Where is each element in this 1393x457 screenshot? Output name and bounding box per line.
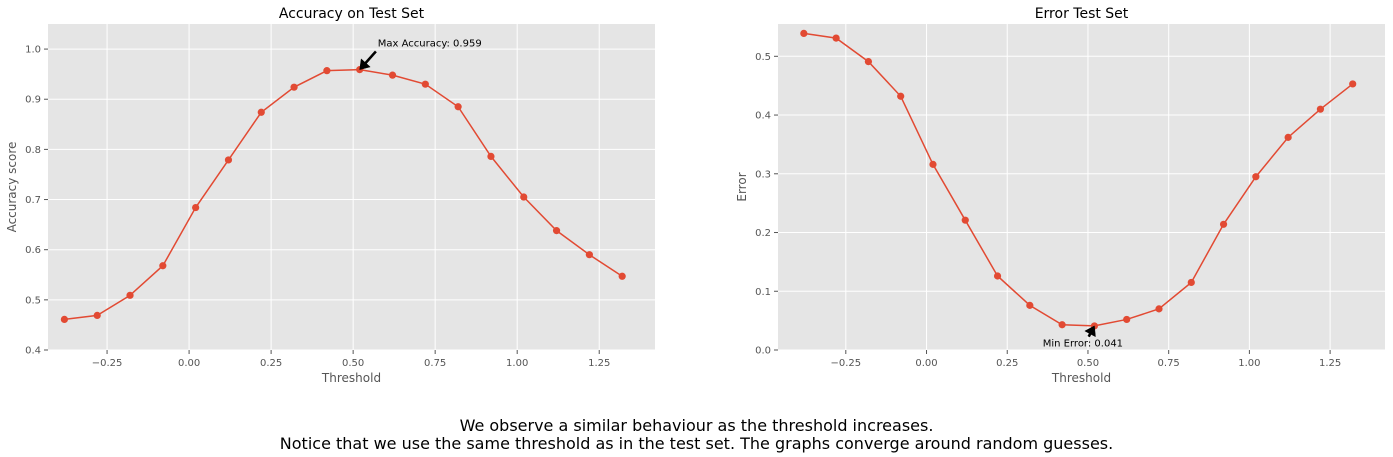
- data-point: [961, 216, 969, 224]
- data-point: [159, 262, 167, 270]
- data-point: [1219, 220, 1228, 228]
- data-point: [290, 83, 298, 91]
- data-point: [1187, 278, 1195, 287]
- data-point: [993, 272, 1002, 280]
- data-point: [1058, 321, 1066, 329]
- plot-background: [48, 24, 655, 350]
- data-point: [800, 29, 808, 37]
- x-tick-label: 0.00: [915, 358, 937, 369]
- x-axis-label: Threshold: [321, 371, 381, 385]
- data-point: [520, 193, 528, 201]
- data-point: [60, 315, 69, 324]
- annotation-label: Min Error: 0.041: [1043, 338, 1123, 349]
- data-point: [224, 156, 233, 164]
- y-tick-label: 0.6: [25, 245, 41, 256]
- data-point: [388, 71, 397, 79]
- data-point: [585, 251, 593, 259]
- y-tick-label: 0.0: [755, 346, 771, 357]
- x-tick-label: 1.00: [506, 358, 528, 369]
- y-tick-label: 0.5: [25, 295, 41, 306]
- y-tick-label: 0.5: [755, 52, 771, 63]
- x-axis-label: Threshold: [1051, 371, 1111, 385]
- x-tick-label: 0.50: [1077, 358, 1099, 369]
- y-tick-label: 0.8: [25, 145, 41, 156]
- y-tick-label: 1.0: [25, 45, 41, 56]
- caption-line-2: Notice that we use the same threshold as…: [279, 434, 1114, 453]
- data-point: [618, 272, 626, 280]
- y-tick-label: 0.7: [25, 195, 41, 206]
- accuracy-chart: −0.25 0.00 0.25 0.50 0.75 1.00 1.25 0.4 0.5 0.6 0.…: [5, 6, 655, 385]
- data-point: [1026, 301, 1034, 309]
- chart-title: Error Test Set: [1035, 6, 1129, 22]
- x-tick-label: −0.25: [830, 358, 861, 369]
- annotation-arrow: [1084, 325, 1096, 338]
- data-point: [257, 108, 265, 116]
- y-tick-label: 0.4: [25, 346, 41, 357]
- series-line: [64, 68, 623, 321]
- data-point: [1284, 133, 1292, 141]
- x-tick-label: −0.25: [92, 358, 123, 369]
- chart-title: Accuracy on Test Set: [279, 6, 425, 22]
- charts-canvas: −0.25 0.00 0.25 0.50 0.75 1.00 1.25 0.4 0.5 0.6 0.…: [5, 6, 1385, 385]
- y-tick-label: 0.2: [755, 228, 771, 239]
- data-point: [192, 203, 200, 212]
- plot-background: [778, 24, 1385, 350]
- y-tick-label: 0.4: [755, 111, 771, 122]
- x-tick-label: 0.25: [260, 358, 282, 369]
- y-tick-label: 0.9: [25, 95, 41, 106]
- x-tick-label: 1.00: [1238, 358, 1260, 369]
- data-point: [929, 160, 937, 168]
- data-point: [897, 92, 905, 100]
- data-point: [1252, 173, 1260, 181]
- data-point: [93, 311, 101, 319]
- annotation-label: Max Accuracy: 0.959: [378, 39, 482, 50]
- annotation-arrow: [359, 50, 377, 70]
- data-point: [126, 291, 134, 299]
- data-point: [864, 57, 873, 66]
- data-point: [323, 67, 331, 75]
- x-tick-label: 0.50: [342, 358, 364, 369]
- x-tick-label: 1.25: [588, 358, 610, 369]
- x-tick-label: 0.00: [178, 358, 200, 369]
- x-tick-label: 0.75: [424, 358, 446, 369]
- x-tick-label: 0.75: [1158, 358, 1180, 369]
- y-tick-label: 0.1: [755, 287, 771, 298]
- caption-line-1: We observe a similar behaviour as the th…: [459, 416, 934, 435]
- y-tick-label: 0.3: [755, 169, 771, 180]
- series-line: [803, 32, 1354, 327]
- data-point: [832, 34, 840, 42]
- data-point: [454, 103, 462, 111]
- data-point: [487, 152, 495, 161]
- data-point: [552, 227, 561, 235]
- data-point: [421, 80, 429, 88]
- data-point: [1155, 305, 1163, 313]
- error-chart: −0.25 0.00 0.25 0.50 0.75 1.00 1.25 0.0 0.1 0.2 0.…: [735, 6, 1385, 385]
- data-point: [1316, 105, 1325, 113]
- data-point: [1349, 80, 1357, 88]
- y-axis-label: Accuracy score: [5, 142, 19, 233]
- data-point: [1123, 315, 1131, 324]
- x-tick-label: 1.25: [1319, 358, 1341, 369]
- x-tick-label: 0.25: [996, 358, 1018, 369]
- y-axis-label: Error: [735, 172, 749, 201]
